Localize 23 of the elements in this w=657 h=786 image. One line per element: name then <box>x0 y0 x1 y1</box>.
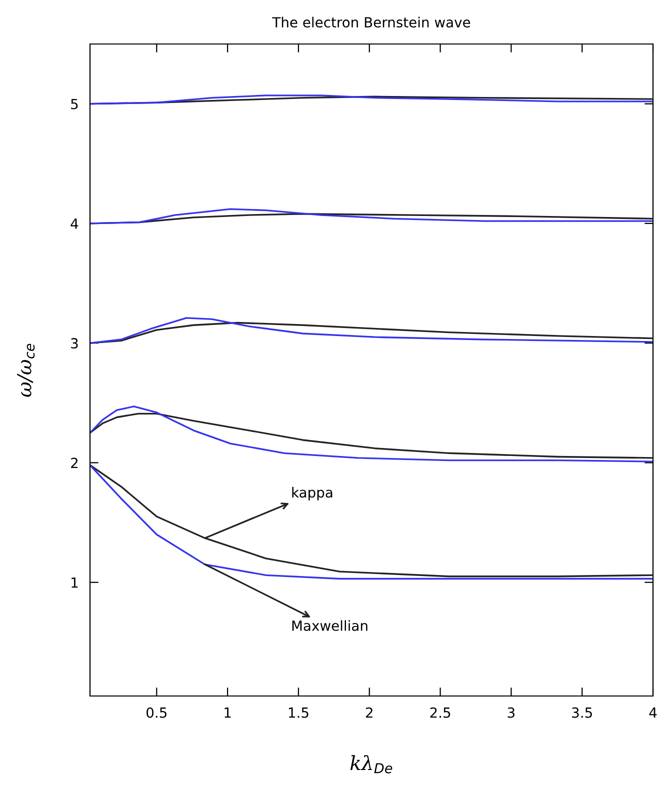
line-series <box>90 317 652 344</box>
annotation: kappa <box>292 486 332 500</box>
x-tick-label: 2 <box>366 707 372 718</box>
x-axis-title: kλ$_{De}$ <box>350 755 392 774</box>
annotation: Maxwellian <box>292 620 368 631</box>
line-series <box>90 208 652 224</box>
x-tick-label: 0.5 <box>146 707 166 718</box>
chart-title: The electron Bernstein wave <box>272 16 470 28</box>
line-series <box>90 322 652 344</box>
y-tick-label: 2 <box>71 458 78 468</box>
y-tick-label: 1 <box>72 578 78 588</box>
y-tick-label: 3 <box>71 338 78 349</box>
x-tick-label: 4 <box>649 708 657 718</box>
x-tick-label: 2.5 <box>430 707 450 718</box>
y-tick-label: 5 <box>71 98 78 110</box>
x-tick-label: 1.5 <box>288 708 308 718</box>
x-tick-label: 3.5 <box>572 707 592 718</box>
y-axis-title: ω/ω$_{ce}$ <box>17 344 35 397</box>
line-series <box>90 406 652 462</box>
line-series <box>90 412 652 459</box>
x-tick-label: 3 <box>508 707 514 718</box>
x-tick-label: 1 <box>224 708 231 718</box>
y-tick-label: 4 <box>70 218 78 229</box>
